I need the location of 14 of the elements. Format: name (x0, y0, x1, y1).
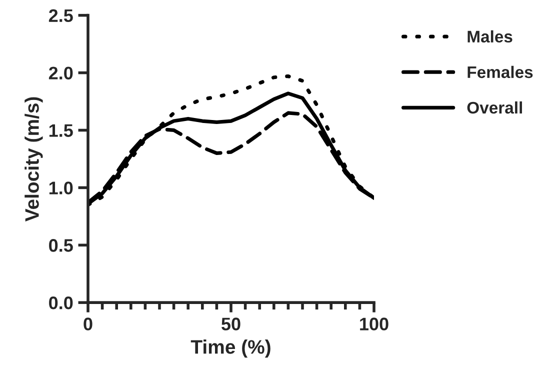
legend-label: Males (468, 30, 512, 43)
y-tick-label: 2.0 (48, 66, 73, 80)
y-tick-label: 2.5 (48, 9, 73, 22)
x-tick-label: 0 (84, 318, 92, 330)
y-tick-label: 0.5 (49, 239, 73, 252)
x-axis-title: Time (%) (190, 340, 270, 358)
y-tick-label: 1.0 (49, 182, 73, 194)
y-axis-title: Velocity (m/s) (24, 97, 43, 222)
y-tick-label: 0.0 (49, 296, 73, 310)
legend-label: Females (468, 66, 533, 78)
x-tick-label: 100 (360, 318, 388, 330)
x-tick-label: 50 (222, 318, 240, 330)
y-tick-label: 1.5 (49, 124, 73, 137)
legend-label: Overall (467, 101, 522, 114)
